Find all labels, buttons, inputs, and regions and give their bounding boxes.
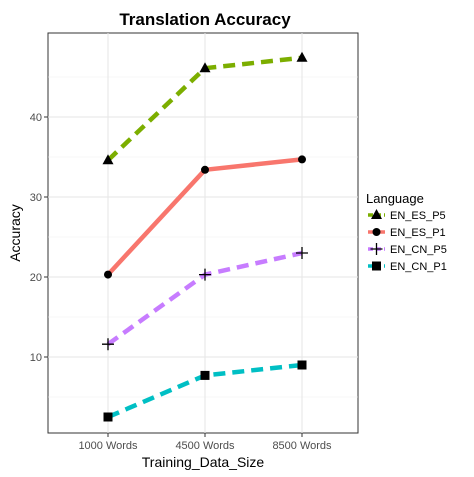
legend-label: EN_ES_P1 (390, 227, 446, 239)
legend-marker-swatch (372, 228, 381, 236)
data-point-marker (298, 155, 306, 164)
legend-label: EN_CN_P5 (390, 244, 447, 256)
legend-marker-swatch (371, 209, 382, 219)
legend-entry: EN_ES_P5 (368, 209, 446, 222)
data-point-marker (297, 360, 307, 370)
x-axis-ticks: 1000 Words 4500 Words 8500 Words (78, 433, 332, 452)
x-tick-label: 4500 Words (175, 440, 235, 452)
legend-entry: EN_ES_P1 (368, 227, 446, 239)
series-en-es-p5 (102, 51, 308, 165)
y-tick-label: 40 (30, 112, 42, 124)
x-axis-title: Training_Data_Size (142, 454, 265, 470)
y-tick-label: 10 (30, 352, 42, 364)
y-axis-title: Accuracy (7, 204, 23, 262)
gridlines (48, 33, 358, 433)
y-tick-label: 20 (30, 272, 42, 284)
x-tick-label: 8500 Words (272, 440, 332, 452)
data-point-marker (103, 412, 113, 422)
legend-entry: EN_CN_P1 (368, 261, 447, 273)
legend-marker-swatch (370, 243, 383, 255)
data-point-marker (200, 370, 210, 380)
x-tick-label: 1000 Words (78, 440, 138, 452)
data-point-marker (199, 62, 211, 73)
y-axis-ticks: 10 20 30 40 (30, 112, 48, 364)
data-point-marker (104, 270, 112, 279)
series-layer (102, 51, 308, 422)
y-tick-label: 30 (30, 192, 42, 204)
series-en-cn-p1 (103, 360, 307, 422)
data-point-marker (296, 51, 308, 62)
chart-title: Translation Accuracy (119, 10, 291, 29)
data-point-marker (201, 165, 209, 174)
legend-marker-swatch (372, 261, 381, 271)
data-point-marker (296, 247, 308, 259)
legend-entry: EN_CN_P5 (368, 243, 447, 256)
data-point-marker (102, 338, 114, 351)
series-en-es-p1 (104, 155, 306, 279)
legend-label: EN_CN_P1 (390, 261, 447, 273)
series-en-cn-p5 (102, 247, 308, 351)
legend: Language EN_ES_P5 EN_ES_P1 EN_CN_P5 EN_CN_P… (366, 191, 447, 273)
legend-label: EN_ES_P5 (390, 210, 446, 222)
data-point-marker (199, 268, 211, 281)
legend-title: Language (366, 191, 424, 206)
data-point-marker (102, 154, 114, 165)
